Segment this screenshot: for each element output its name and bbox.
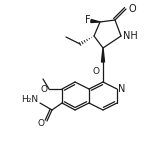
Text: O: O (40, 85, 47, 93)
Polygon shape (102, 48, 105, 62)
Text: N: N (118, 84, 126, 94)
Text: H₂N: H₂N (21, 95, 39, 105)
Text: F: F (85, 15, 91, 25)
Text: NH: NH (123, 31, 137, 41)
Polygon shape (91, 19, 100, 22)
Text: O: O (128, 4, 136, 14)
Text: O: O (38, 119, 45, 128)
Text: O: O (93, 67, 100, 76)
